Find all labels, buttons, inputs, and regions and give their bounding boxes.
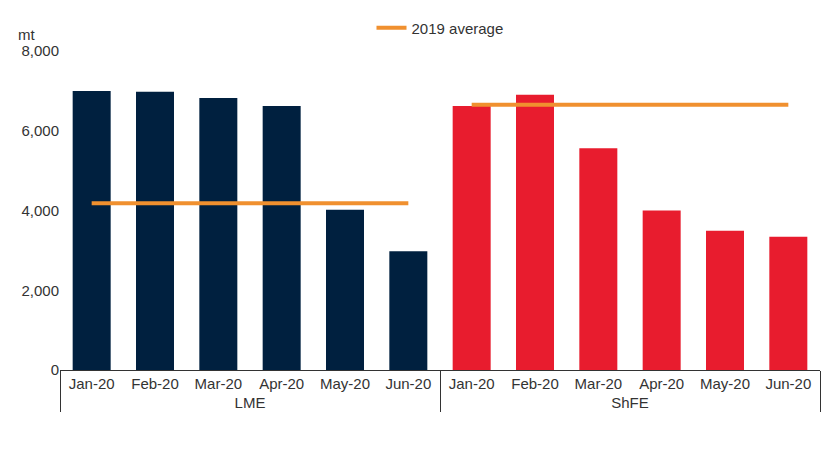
svg-text:LME: LME xyxy=(235,394,266,411)
svg-text:2019 average: 2019 average xyxy=(412,20,504,37)
svg-text:Feb-20: Feb-20 xyxy=(131,375,179,392)
svg-text:Jun-20: Jun-20 xyxy=(385,375,431,392)
svg-text:ShFE: ShFE xyxy=(611,394,649,411)
svg-text:Jan-20: Jan-20 xyxy=(69,375,115,392)
svg-text:2,000: 2,000 xyxy=(21,282,59,299)
svg-text:Mar-20: Mar-20 xyxy=(575,375,623,392)
svg-text:May-20: May-20 xyxy=(320,375,370,392)
svg-text:8,000: 8,000 xyxy=(21,42,59,59)
svg-text:mt: mt xyxy=(18,26,35,43)
svg-text:6,000: 6,000 xyxy=(21,122,59,139)
svg-text:4,000: 4,000 xyxy=(21,202,59,219)
svg-text:Feb-20: Feb-20 xyxy=(511,375,559,392)
svg-text:Jun-20: Jun-20 xyxy=(765,375,811,392)
svg-text:Jan-20: Jan-20 xyxy=(449,375,495,392)
svg-text:May-20: May-20 xyxy=(700,375,750,392)
svg-text:Apr-20: Apr-20 xyxy=(639,375,684,392)
svg-text:Mar-20: Mar-20 xyxy=(195,375,243,392)
svg-text:Apr-20: Apr-20 xyxy=(259,375,304,392)
svg-text:0: 0 xyxy=(51,361,59,378)
